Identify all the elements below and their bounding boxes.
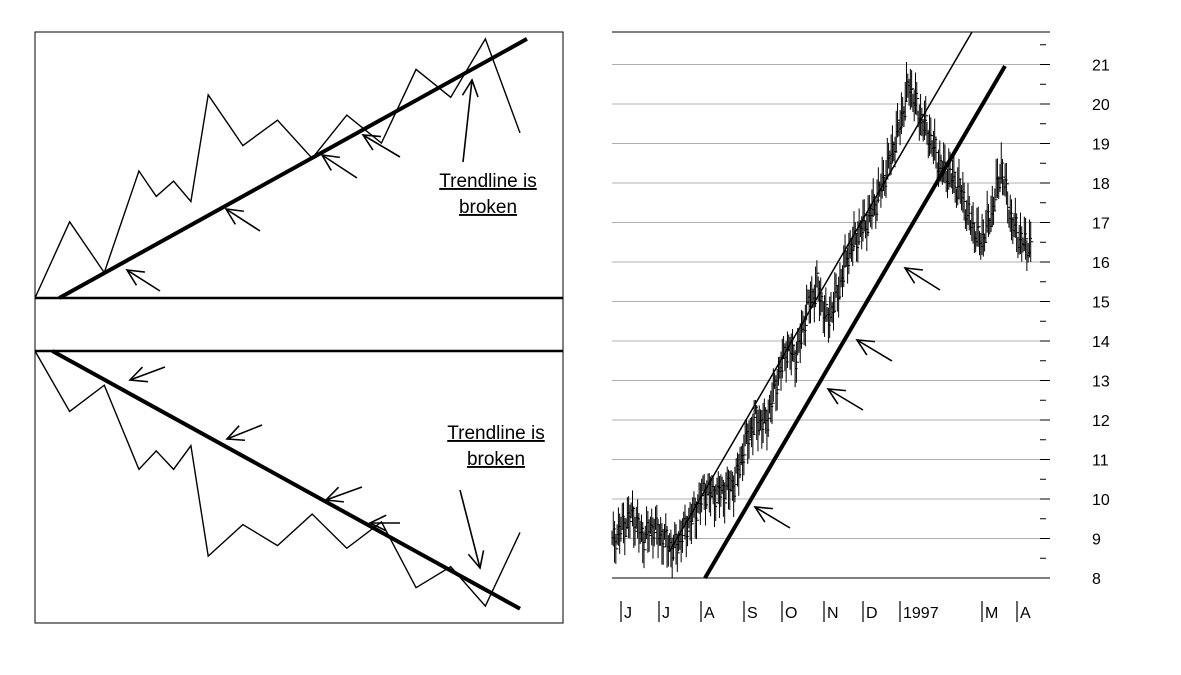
price-channel-upper bbox=[669, 31, 973, 551]
up-marks-price-line bbox=[34, 37, 521, 299]
down-marks-trendline bbox=[51, 349, 521, 611]
price-trendlines bbox=[669, 31, 1007, 580]
price-arrow-1-head bbox=[753, 506, 773, 523]
uptrend-break-arrow-head bbox=[461, 78, 479, 98]
downtrend-arrow-2 bbox=[225, 424, 263, 442]
uptrend-arrow-2-shaft bbox=[225, 208, 261, 232]
price-y-tick-label: 18 bbox=[1092, 176, 1110, 193]
price-arrow-2-head bbox=[826, 388, 846, 405]
price-x-tick-label: N bbox=[827, 605, 839, 622]
price-x-tick-label: J bbox=[624, 605, 632, 622]
left-panel-frame bbox=[34, 31, 564, 624]
uptrend-arrow-3-shaft bbox=[321, 154, 358, 179]
price-y-tick-label: 8 bbox=[1092, 571, 1101, 588]
downtrend-arrow-3 bbox=[324, 486, 363, 503]
price-arrow-3-shaft bbox=[856, 339, 893, 362]
downtrend-arrow-4-head bbox=[368, 514, 387, 532]
price-y-tick-label: 19 bbox=[1092, 137, 1110, 154]
price-x-tick-label: A bbox=[1020, 605, 1031, 622]
downtrend-arrow-1 bbox=[128, 366, 166, 383]
price-y-tick-label: 13 bbox=[1092, 374, 1110, 391]
uptrend-arrow-1 bbox=[125, 269, 161, 292]
price-x-tick-label: S bbox=[747, 605, 758, 622]
price-y-tick-label: 10 bbox=[1092, 492, 1110, 509]
price-x-tick-label: M bbox=[985, 605, 998, 622]
uptrend-arrow-2 bbox=[224, 208, 261, 232]
price-x-tick-label: D bbox=[866, 605, 878, 622]
price-y-tick-label: 15 bbox=[1092, 295, 1110, 312]
uptrend-arrow-1-head bbox=[125, 269, 145, 286]
uptrend-arrow-2-head bbox=[224, 208, 244, 225]
price-x-tick-label: A bbox=[704, 605, 715, 622]
downtrend-break-arrow bbox=[459, 489, 485, 570]
up-marks-trendline bbox=[58, 37, 528, 300]
price-y-tick-label: 16 bbox=[1092, 255, 1110, 272]
price-y-tick-label: 20 bbox=[1092, 97, 1110, 114]
price-arrow-4 bbox=[903, 267, 941, 291]
uptrend-caption-line2: broken bbox=[459, 197, 517, 218]
left-panel: Trendline is broken Trendline is broken bbox=[34, 31, 564, 624]
downtrend-break-arrow-shaft bbox=[459, 489, 481, 569]
downtrend-arrow-1-head bbox=[128, 366, 148, 383]
downtrend-arrow-4 bbox=[368, 514, 400, 532]
uptrend-arrow-4-head bbox=[361, 134, 382, 151]
uptrend-arrow-4-shaft bbox=[362, 134, 401, 158]
downtrend-diagram bbox=[34, 349, 521, 611]
downtrend-arrow-3-shaft bbox=[325, 486, 363, 501]
down-marks-price-line bbox=[34, 350, 521, 608]
uptrend-caption-line1: Trendline is bbox=[439, 171, 537, 192]
uptrend-break-arrow-shaft bbox=[462, 79, 473, 163]
price-y-axis: 8 9 10 11 12 13 14 15 16 17 18 19 20 21 bbox=[1092, 58, 1110, 589]
price-trendline bbox=[703, 64, 1007, 580]
downtrend-arrow-2-shaft bbox=[226, 424, 263, 440]
downtrend-arrow-1-shaft bbox=[129, 366, 166, 381]
price-arrow-3-head bbox=[855, 339, 875, 356]
uptrend-diagram bbox=[34, 37, 528, 300]
uptrend-break-arrow bbox=[461, 78, 479, 163]
price-arrow-4-shaft bbox=[904, 267, 941, 291]
price-x-axis: J J A S O N D 1997 M A bbox=[620, 601, 1031, 622]
price-x-tick-label: 1997 bbox=[903, 605, 939, 622]
price-x-tick-label: J bbox=[662, 605, 670, 622]
price-arrow-3 bbox=[855, 339, 893, 362]
downtrend-arrow-3-head bbox=[324, 486, 344, 503]
downtrend-caption-line2: broken bbox=[467, 449, 525, 470]
uptrend-arrow-4 bbox=[361, 134, 401, 158]
price-y-tick-label: 21 bbox=[1092, 58, 1110, 75]
price-arrow-2 bbox=[826, 388, 864, 411]
price-chart: 8 9 10 11 12 13 14 15 16 17 18 19 20 21 J J A S O N D 1997 M A bbox=[611, 31, 1110, 622]
uptrend-arrow-3-head bbox=[320, 153, 340, 171]
price-arrows bbox=[753, 267, 941, 529]
uptrend-arrow-3 bbox=[320, 153, 358, 179]
price-y-tick-label: 11 bbox=[1092, 453, 1109, 470]
price-arrow-1-shaft bbox=[754, 506, 791, 529]
downtrend-caption-line1: Trendline is bbox=[447, 423, 545, 444]
downtrend-break-arrow-head bbox=[467, 550, 485, 570]
price-y-tick-label: 12 bbox=[1092, 413, 1110, 430]
price-arrow-2-shaft bbox=[827, 388, 864, 411]
price-y-tick-label: 17 bbox=[1092, 216, 1110, 233]
uptrend-arrow-1-shaft bbox=[126, 269, 161, 292]
price-y-tick-label: 14 bbox=[1092, 334, 1110, 351]
price-arrow-1 bbox=[753, 506, 791, 529]
price-bars bbox=[611, 61, 1034, 579]
price-x-tick-label: O bbox=[785, 605, 797, 622]
price-arrow-4-head bbox=[903, 267, 923, 284]
downtrend-arrow-2-head bbox=[225, 425, 246, 442]
price-y-tick-label: 9 bbox=[1092, 532, 1101, 549]
